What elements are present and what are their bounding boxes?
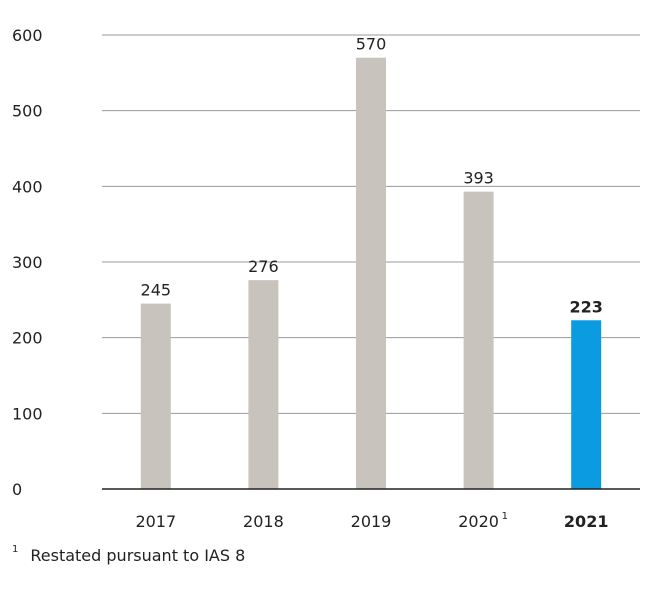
y-tick-label: 300 — [12, 253, 43, 272]
footnote: 1 Restated pursuant to IAS 8 — [12, 543, 246, 565]
data-label: 276 — [248, 257, 279, 276]
data-label: 570 — [356, 35, 387, 54]
x-tick-label: 2021 — [564, 512, 609, 531]
footnote-marker: 1 — [12, 543, 19, 555]
data-label: 393 — [463, 169, 494, 188]
y-tick-label: 0 — [12, 480, 22, 499]
y-tick-label: 500 — [12, 102, 43, 121]
bar-2019 — [356, 57, 386, 489]
bar-2021 — [571, 320, 602, 489]
bar-2017 — [140, 303, 171, 489]
x-tick-label: 2018 — [243, 512, 284, 531]
y-tick-label: 200 — [12, 329, 43, 348]
x-tick-label: 2017 — [135, 512, 176, 531]
data-label: 245 — [141, 281, 172, 300]
footnote-text: Restated pursuant to IAS 8 — [30, 546, 246, 565]
x-tick-label: 2020 — [458, 512, 499, 531]
y-tick-label: 100 — [12, 404, 43, 423]
data-label: 223 — [569, 297, 602, 316]
bar-2020 — [463, 191, 494, 489]
y-tick-label: 600 — [12, 26, 43, 45]
bar-2018 — [248, 280, 279, 489]
x-tick-label: 2019 — [351, 512, 392, 531]
footnote-ref-marker: 1 — [502, 511, 508, 522]
y-tick-label: 400 — [12, 177, 43, 196]
